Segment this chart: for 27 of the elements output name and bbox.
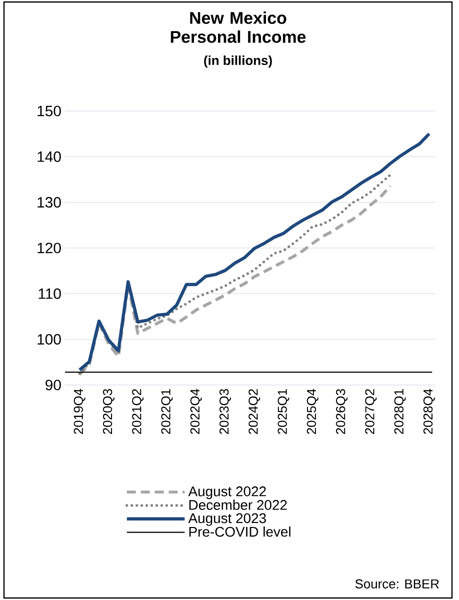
x-tick-label: 2027Q2 [365, 389, 377, 434]
y-tick-label: 90 [46, 380, 61, 390]
x-tick-label: 2025Q4 [306, 388, 318, 434]
legend-label: August 2023 [188, 513, 266, 526]
chart-subtitle: (in billions) [204, 56, 272, 68]
x-tick-label: 2025Q1 [278, 389, 290, 434]
legend-label: December 2022 [189, 500, 287, 510]
y-tick-label: 140 [38, 151, 61, 162]
chart-title: New Mexico Personal Income [170, 12, 306, 43]
y-tick-label: 110 [38, 288, 61, 299]
x-tick-label: 2023Q3 [219, 389, 231, 434]
legend-label: Pre-COVID level [189, 526, 290, 537]
x-tick-label: 2028Q4 [423, 388, 435, 434]
x-tick-label: 2028Q1 [394, 389, 406, 434]
y-tick-label: 100 [38, 334, 61, 345]
y-tick-label: 130 [38, 197, 61, 208]
x-tick-label: 2026Q3 [336, 389, 348, 434]
y-tick-label: 150 [38, 106, 61, 116]
x-tick-label: 2024Q2 [248, 389, 260, 434]
x-tick-label: 2022Q1 [161, 389, 173, 434]
y-tick-label: 120 [38, 242, 61, 254]
source-note: Source: BBER [355, 579, 439, 588]
x-tick-label: 2022Q4 [190, 388, 202, 434]
x-tick-label: 2020Q3 [102, 389, 114, 434]
x-tick-label: 2021Q2 [132, 389, 144, 434]
legend-label: August 2022 [188, 486, 266, 500]
x-tick-label: 2019Q4 [74, 388, 86, 434]
